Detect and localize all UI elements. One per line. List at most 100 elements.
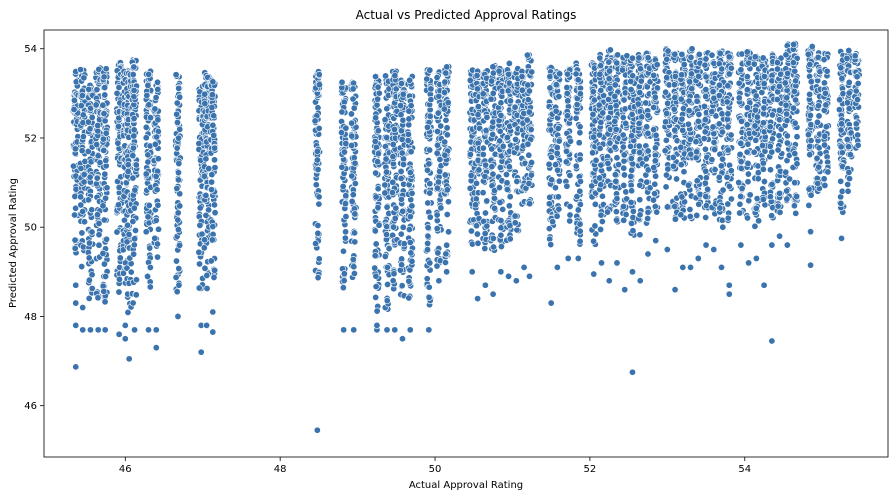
data-point [497,243,505,251]
data-point [342,228,350,236]
data-point [433,74,441,82]
data-point [743,86,751,94]
data-point [636,196,644,204]
data-point [686,213,694,221]
data-point [115,83,123,91]
data-point [793,160,801,168]
data-point [142,170,150,178]
data-point [702,92,710,100]
data-point [72,281,80,289]
data-point [433,225,441,233]
data-point [627,198,635,206]
data-point [100,216,108,224]
data-point [120,216,128,224]
data-point [202,191,210,199]
data-point [596,54,604,62]
data-point [382,155,390,163]
data-point [489,170,497,178]
data-point [407,148,415,156]
data-point [375,89,383,97]
data-point [408,189,416,197]
data-point [154,116,162,124]
data-point [562,158,570,166]
data-point [652,172,660,180]
data-point [173,144,181,152]
data-point [202,155,210,163]
data-point [397,195,405,203]
data-point [483,113,491,121]
data-point [566,137,574,145]
data-point [341,234,349,242]
data-point [425,283,433,291]
data-point [807,78,815,86]
data-point [77,66,85,74]
data-point [612,102,620,110]
data-point [383,168,391,176]
data-point [195,284,203,292]
data-point [526,200,534,208]
data-point [427,85,435,93]
data-point [210,131,218,139]
data-point [552,161,560,169]
data-point [196,221,204,229]
data-point [348,197,356,205]
data-point [397,167,405,175]
data-point [505,70,513,78]
data-point [77,201,85,209]
data-point [85,254,93,262]
data-point [555,177,563,185]
data-point [790,202,798,210]
data-point [348,119,356,127]
data-point [69,162,77,170]
data-point [716,49,724,57]
data-point [406,238,414,246]
data-point [709,88,717,96]
data-point [715,173,723,181]
data-point [146,244,154,252]
data-point [525,108,533,116]
data-point [426,180,434,188]
data-point [77,164,85,172]
data-point [201,236,209,244]
data-point [491,204,499,212]
data-point [340,277,348,285]
data-point [791,179,799,187]
data-point [822,123,830,131]
data-point [130,126,138,134]
data-point [717,162,725,170]
data-point [371,264,379,272]
data-point [130,132,138,140]
data-point [727,64,735,72]
data-point [548,153,556,161]
data-point [807,228,815,236]
data-point [424,224,432,232]
data-point [101,117,109,125]
data-point [503,185,511,193]
data-point [350,263,358,271]
data-point [81,218,89,226]
data-point [576,129,584,137]
data-point [481,245,489,253]
data-point [680,168,688,176]
data-point [436,167,444,175]
data-point [589,88,597,96]
data-point [71,244,79,252]
data-point [804,131,812,139]
data-point [693,97,701,105]
data-point [175,265,183,273]
data-point [590,237,598,245]
data-point [620,216,628,224]
data-point [821,132,829,140]
data-point [677,161,685,169]
data-point [590,133,598,141]
data-point [351,179,359,187]
data-point [481,230,489,238]
data-point [619,143,627,151]
data-point [339,284,347,292]
data-point [776,232,784,240]
data-point [95,241,103,249]
data-point [644,54,652,62]
data-point [196,260,204,268]
data-point [208,171,216,179]
data-point [725,53,733,61]
